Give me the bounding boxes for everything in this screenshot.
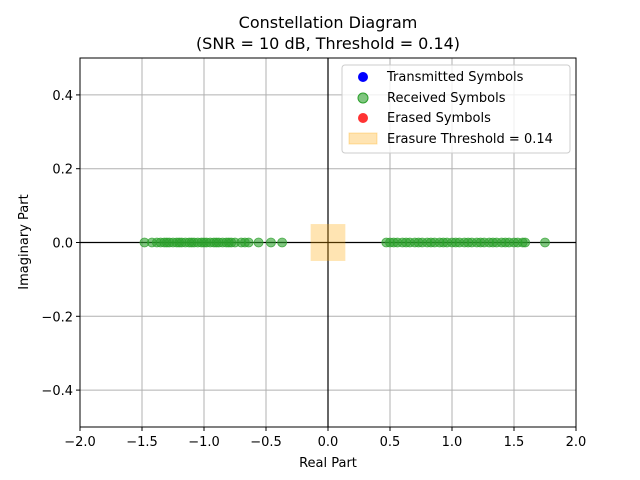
x-axis-label: Real Part bbox=[299, 456, 357, 471]
legend-label-received: Received Symbols bbox=[387, 91, 506, 106]
data-point bbox=[243, 237, 254, 248]
legend: Transmitted Symbols Received Symbols Era… bbox=[341, 64, 571, 154]
legend-box bbox=[341, 64, 571, 154]
legend-label-transmitted: Transmitted Symbols bbox=[386, 70, 524, 85]
threshold-region bbox=[310, 224, 346, 261]
data-point bbox=[540, 237, 550, 248]
scatter-points bbox=[139, 237, 550, 248]
x-tick-label: 0.0 bbox=[318, 435, 339, 450]
x-tick-label: −1.0 bbox=[188, 435, 220, 450]
x-ticks: −2.0 −1.5 −1.0 −0.5 0.0 0.5 1.0 1.5 2.0 bbox=[64, 427, 586, 450]
chart-title: Constellation Diagram bbox=[239, 13, 418, 32]
x-tick-label: 1.5 bbox=[504, 435, 525, 450]
x-tick-label: −2.0 bbox=[64, 435, 96, 450]
y-tick-label: −0.4 bbox=[41, 384, 73, 399]
legend-marker-received bbox=[357, 92, 369, 104]
data-point bbox=[277, 237, 288, 248]
data-point bbox=[253, 237, 264, 248]
legend-marker-threshold bbox=[348, 132, 378, 145]
y-tick-label: 0.4 bbox=[52, 89, 73, 104]
y-tick-label: −0.2 bbox=[41, 310, 73, 325]
data-point bbox=[266, 237, 276, 248]
y-ticks: −0.4 −0.2 0.0 0.2 0.4 bbox=[41, 89, 80, 399]
legend-marker-erased bbox=[358, 113, 368, 123]
y-tick-label: 0.0 bbox=[52, 237, 73, 252]
data-point bbox=[520, 237, 531, 248]
legend-marker-transmitted bbox=[358, 72, 368, 82]
legend-label-erased: Erased Symbols bbox=[387, 111, 491, 126]
y-tick-label: 0.2 bbox=[52, 163, 73, 178]
erasure-threshold-region bbox=[310, 224, 346, 261]
y-axis-label: Imaginary Part bbox=[17, 194, 32, 289]
x-tick-label: 1.0 bbox=[442, 435, 463, 450]
legend-label-threshold: Erasure Threshold = 0.14 bbox=[387, 132, 553, 147]
x-tick-label: −1.5 bbox=[126, 435, 158, 450]
chart-subtitle: (SNR = 10 dB, Threshold = 0.14) bbox=[196, 34, 460, 53]
x-tick-label: 2.0 bbox=[566, 435, 587, 450]
x-tick-label: 0.5 bbox=[380, 435, 401, 450]
x-tick-label: −0.5 bbox=[250, 435, 282, 450]
